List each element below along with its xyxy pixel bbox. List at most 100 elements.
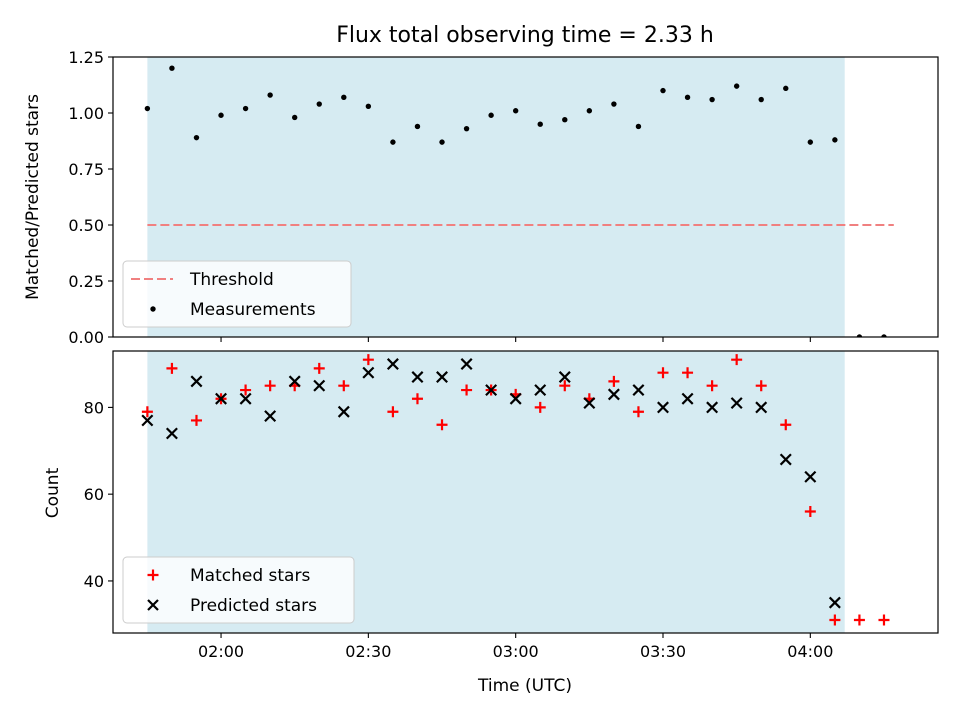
predicted-star-point — [681, 392, 694, 405]
predicted-star-point — [190, 375, 203, 388]
matched-star-point — [313, 362, 325, 374]
y-tick-label: 0.50 — [68, 216, 104, 235]
measurement-point — [193, 134, 200, 141]
x-tick-label: 03:30 — [640, 642, 686, 661]
matched-star-point — [534, 401, 546, 413]
measurement-point — [365, 103, 372, 109]
measurement-point — [684, 94, 691, 101]
matched-star-point — [657, 367, 669, 379]
predicted-star-point — [411, 371, 424, 384]
axes-frame — [112, 350, 939, 634]
matched-star-point — [559, 380, 571, 392]
bottom-panel: 40 60 80 02:00 02:30 03:00 03:30 04:00 Matched s… — [84, 350, 939, 661]
measurement-point — [562, 117, 568, 123]
predicted-star-point — [730, 397, 743, 410]
measurement-point — [390, 139, 396, 145]
predicted-star-point — [485, 384, 498, 397]
matched-star-point — [436, 419, 448, 431]
matched-star-point — [362, 354, 374, 366]
measurement-point — [660, 87, 666, 94]
predicted-star-point — [264, 410, 277, 423]
measurement-point — [242, 105, 249, 112]
predicted-star-point — [362, 366, 375, 379]
measurement-point — [783, 85, 789, 92]
legend-label: Threshold — [189, 270, 274, 290]
matched-star-point — [804, 506, 816, 518]
predicted-star-point — [313, 379, 326, 392]
legend-measurement-handle — [150, 306, 156, 312]
matched-star-point — [608, 375, 620, 387]
predicted-star-point — [657, 401, 669, 414]
matched-star-point — [166, 362, 178, 374]
predicted-star-point — [607, 388, 620, 401]
predicted-star-point — [583, 397, 596, 410]
predicted-star-point — [460, 358, 473, 370]
y-tick-label: 1.25 — [68, 48, 104, 67]
measurement-point — [291, 114, 298, 121]
x-tick-label: 04:00 — [787, 642, 833, 661]
legend-matched-handle — [147, 569, 159, 581]
predicted-star-point — [558, 371, 571, 384]
bottom-ylabel: Count — [43, 467, 63, 518]
legend-box — [122, 556, 355, 624]
predicted-star-point — [755, 401, 768, 414]
legend-predicted-handle — [147, 599, 159, 611]
measurement-point — [144, 105, 151, 112]
predicted-star-point — [337, 405, 350, 418]
measurement-point — [611, 101, 617, 107]
legend-label: Matched stars — [190, 566, 310, 586]
matched-star-point — [190, 414, 202, 426]
measurement-point — [414, 123, 421, 130]
matched-star-point — [338, 380, 350, 392]
measurement-point — [586, 108, 593, 114]
measurement-point — [807, 139, 814, 145]
measurement-point — [733, 83, 740, 89]
predicted-star-point — [828, 596, 841, 609]
matched-star-point — [755, 380, 767, 392]
predicted-star-point — [534, 384, 547, 397]
measurement-point — [512, 108, 519, 114]
matched-star-point — [878, 614, 890, 626]
predicted-star-point — [706, 401, 719, 414]
predicted-star-point — [632, 384, 645, 397]
measurement-point — [341, 94, 347, 101]
predicted-star-point — [804, 470, 817, 483]
predicted-star-point — [509, 392, 522, 405]
y-tick-label: 0.75 — [68, 160, 104, 179]
measurement-point — [218, 112, 224, 118]
measurement-point — [488, 112, 494, 118]
chart-title: Flux total observing time = 2.33 h — [336, 23, 714, 48]
x-tick-label: 03:00 — [493, 642, 539, 661]
matched-star-point — [780, 419, 792, 431]
axes-frame — [112, 56, 939, 338]
x-tick-label: 02:00 — [198, 642, 244, 661]
measurement-point — [316, 101, 322, 107]
measurement-point — [635, 123, 642, 130]
predicted-star-point — [779, 453, 792, 466]
matched-star-point — [829, 614, 841, 626]
y-tick-label: 40 — [84, 572, 104, 591]
predicted-star-point — [386, 358, 399, 370]
measurement-point — [758, 96, 764, 103]
y-tick-label: 0.25 — [68, 272, 104, 291]
matched-star-point — [461, 384, 473, 396]
matched-star-point — [682, 367, 694, 379]
legend-label: Measurements — [190, 300, 316, 320]
plot-area — [141, 354, 890, 626]
matched-star-point — [141, 406, 153, 418]
matched-star-point — [706, 380, 718, 392]
top-panel: 0.00 0.25 0.50 0.75 1.00 1.25 Threshold Measure… — [68, 48, 939, 347]
y-tick-label: 1.00 — [68, 104, 104, 123]
y-tick-label: 0.00 — [68, 328, 104, 347]
predicted-star-point — [436, 371, 448, 384]
matched-star-point — [264, 380, 276, 392]
predicted-star-point — [239, 392, 252, 405]
matched-star-point — [240, 384, 252, 396]
y-tick-label: 60 — [84, 485, 104, 504]
measurement-point — [881, 334, 887, 337]
matched-star-point — [411, 393, 423, 405]
matched-star-point — [731, 354, 743, 366]
measurement-point — [537, 121, 543, 127]
